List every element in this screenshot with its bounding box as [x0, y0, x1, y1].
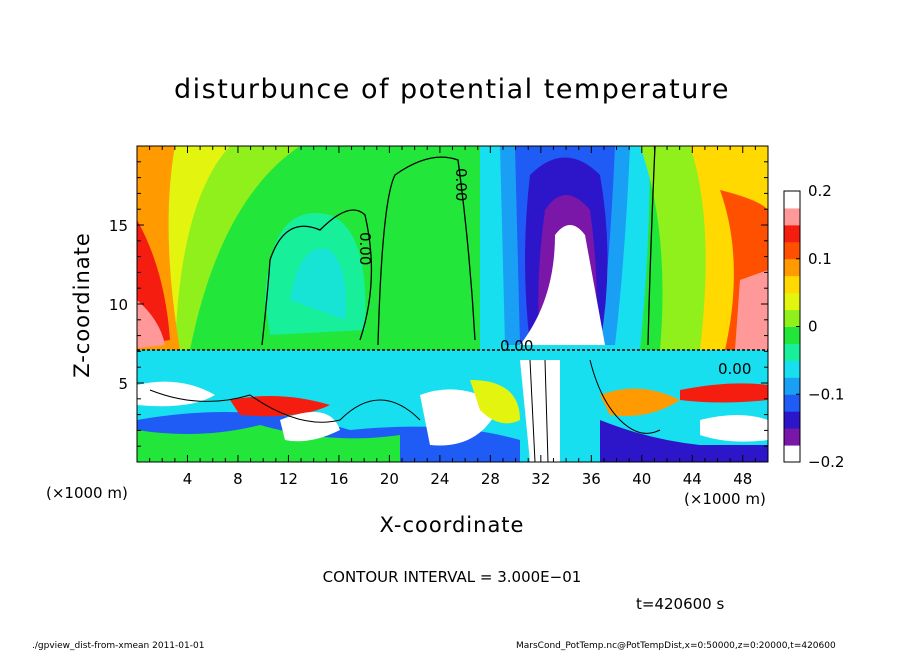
x-tick-label: 48 [733, 470, 752, 488]
x-tick-label: 28 [481, 470, 500, 488]
colorbar-label: −0.1 [808, 385, 844, 403]
colorbar-swatch [784, 292, 800, 311]
colorbar: 0.2 0.1 0 −0.1 −0.2 [783, 182, 844, 471]
field-region-cold-plume-core [520, 225, 605, 345]
x-axis-label: X-coordinate [379, 513, 525, 537]
colorbar-swatch [784, 258, 800, 277]
colorbar-swatch [784, 428, 800, 446]
contour-line-upper [377, 156, 476, 346]
x-tick-label: 4 [183, 470, 193, 488]
colorbar-label: 0 [808, 318, 818, 336]
contour-line-left-cell [261, 209, 373, 346]
y-tick-label: 15 [109, 217, 128, 235]
colorbar-swatch [784, 445, 800, 463]
x-tick-label: 32 [531, 470, 550, 488]
footer-file-info: MarsCond_PotTemp.nc@PotTempDist,x=0:5000… [516, 641, 836, 651]
lower-band-green [137, 425, 400, 462]
colorbar-label: 0.2 [808, 182, 832, 200]
lower-band-white-left [137, 381, 215, 407]
colorbar-swatch [784, 394, 800, 412]
lower-band-navy-right [600, 420, 768, 462]
chart-title: disturbunce of potential temperature [174, 74, 730, 105]
colorbar-swatch [784, 241, 800, 260]
x-tick-label: 8 [233, 470, 243, 488]
contour-line-lower-c [589, 359, 661, 434]
field-region-left-pink [137, 300, 165, 348]
colorbar-swatch [784, 326, 800, 344]
x-tick-label: 12 [279, 470, 298, 488]
field-region-right-pink [735, 270, 768, 350]
contour-labels: 0.00 0.00 0.00 0.00 [356, 168, 751, 378]
x-axis-ticks: 4 8 12 16 20 24 28 32 36 40 44 48 [149, 146, 756, 488]
lower-band-red-right [680, 383, 768, 403]
lower-band-white-mid [280, 412, 340, 442]
colorbar-swatch [784, 207, 800, 226]
x-tick-label: 24 [430, 470, 449, 488]
field-region-cool-core [290, 248, 346, 320]
colorbar-swatch [784, 360, 800, 378]
x-tick-label: 36 [582, 470, 601, 488]
x-tick-label: 20 [380, 470, 399, 488]
footer-script-info: ./gpview_dist-from-xmean 2011-01-01 [32, 641, 205, 651]
x-tick-label: 16 [329, 470, 348, 488]
contour-line-right [647, 146, 656, 346]
contour-label: 0.00 [452, 168, 470, 201]
plot-area [137, 146, 768, 462]
y-tick-label: 5 [118, 375, 128, 393]
colorbar-label: −0.2 [808, 453, 844, 471]
lower-band-orange-right [600, 388, 680, 416]
y-axis-ticks: 5 10 15 [109, 161, 768, 447]
colorbar-swatch [784, 343, 800, 361]
x-axis-unit-right: (×1000 m) [684, 490, 766, 508]
contour-label: 0.00 [500, 337, 533, 355]
colorbar-swatch [784, 309, 800, 327]
contour-line-lower-b [529, 359, 549, 462]
colorbar-swatch [784, 191, 800, 209]
x-tick-label: 44 [683, 470, 702, 488]
colorbar-swatch [784, 377, 800, 395]
y-tick-label: 10 [109, 296, 128, 314]
x-tick-label: 40 [632, 470, 651, 488]
time-stamp: t=420600 s [636, 595, 725, 613]
contour-interval-note: CONTOUR INTERVAL = 3.000E−01 [322, 568, 582, 586]
colorbar-swatch [784, 411, 800, 429]
contour-line-lower-a [149, 389, 421, 423]
lower-band-white-right [520, 360, 560, 462]
contour-label: 0.00 [356, 232, 374, 265]
lower-band-red [230, 396, 330, 417]
x-axis-unit-left: (×1000 m) [46, 484, 128, 502]
colorbar-label: 0.1 [808, 250, 832, 268]
colorbar-swatch [784, 275, 800, 294]
lower-band-white-far [700, 415, 768, 442]
lower-band-yellow [470, 380, 520, 424]
colorbar-swatch [784, 224, 800, 243]
contour-label: 0.00 [718, 360, 751, 378]
